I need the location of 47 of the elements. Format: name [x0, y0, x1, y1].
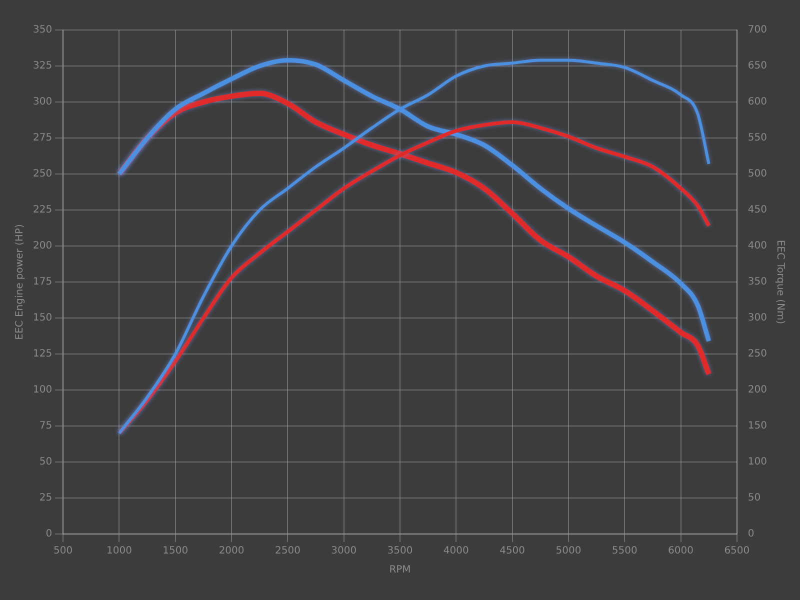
x-tick-label: 4000 [443, 546, 469, 557]
y-tick-label: 150 [32, 312, 52, 324]
y2-tick-label: 250 [748, 348, 768, 360]
x-tick-label: 6000 [668, 546, 694, 557]
y-tick-label: 100 [32, 384, 52, 396]
y2-tick-label: 400 [748, 240, 768, 252]
y2-axis-title: EEC Torque (Nm) [774, 240, 786, 324]
y-axis-title: EEC Engine power (HP) [14, 224, 26, 340]
y2-tick-label: 600 [748, 96, 768, 108]
x-tick-label: 5500 [612, 546, 638, 557]
y2-tick-label: 0 [748, 528, 754, 540]
y2-tick-label: 150 [748, 420, 768, 432]
x-tick-label: 500 [54, 546, 73, 557]
y2-tick-label: 700 [748, 24, 768, 36]
x-tick-label: 3500 [387, 546, 413, 557]
y2-tick-label: 100 [748, 456, 768, 468]
x-tick-label: 3000 [331, 546, 357, 557]
x-tick-label: 2500 [274, 546, 300, 557]
y-tick-label: 75 [39, 420, 52, 432]
y2-tick-label: 50 [748, 492, 761, 504]
line-series [118, 58, 710, 435]
y2-tick-label: 650 [748, 60, 768, 72]
y-tick-label: 225 [32, 204, 52, 216]
y2-tick-label: 300 [748, 312, 768, 324]
y-tick-label: 350 [32, 24, 52, 36]
x-tick-label: 4500 [500, 546, 526, 557]
y-tick-label: 200 [32, 240, 52, 252]
x-axis-title: RPM [389, 564, 411, 576]
y-tick-label: 0 [46, 528, 52, 540]
y2-tick-label: 500 [748, 168, 768, 180]
x-tick-label: 6500 [724, 546, 750, 557]
y2-tick-label: 450 [748, 204, 768, 216]
x-tick-label: 2000 [218, 546, 244, 557]
x-tick-label: 1500 [162, 546, 188, 557]
y-tick-label: 250 [32, 168, 52, 180]
y2-tick-label: 350 [748, 276, 768, 288]
y-tick-label: 300 [32, 96, 52, 108]
x-tick-label: 5000 [556, 546, 582, 557]
y-tick-label: 175 [32, 276, 52, 288]
y-tick-label: 125 [32, 348, 52, 360]
y2-tick-label: 200 [748, 384, 768, 396]
y2-tick-label: 550 [748, 132, 768, 144]
y-tick-label: 325 [32, 60, 52, 72]
y-tick-label: 50 [39, 456, 52, 468]
y-tick-label: 275 [32, 132, 52, 144]
y-tick-label: 25 [39, 492, 52, 504]
x-tick-label: 1000 [106, 546, 132, 557]
